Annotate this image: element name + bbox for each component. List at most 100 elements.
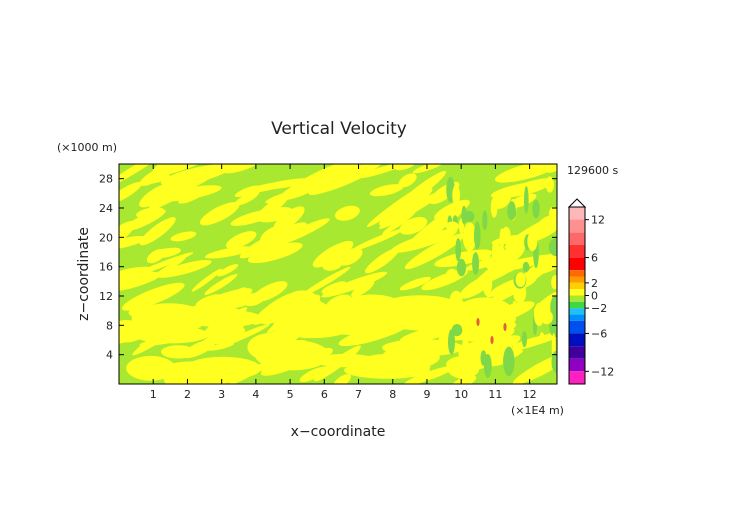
colorbar-tick-label: −2: [591, 302, 607, 315]
positive-velocity-region: [234, 185, 260, 197]
colorbar-band: [569, 371, 585, 384]
oscillation-region: [490, 197, 498, 218]
positive-velocity-region: [156, 259, 212, 278]
positive-velocity-region: [366, 311, 438, 324]
x-unit-label: (×1E4 m): [511, 404, 564, 417]
oscillation-region: [548, 206, 557, 221]
positive-velocity-region: [121, 282, 185, 311]
y-tick-label: 12: [99, 290, 113, 303]
colorbar-tick-label: 0: [591, 290, 598, 303]
colorbar-band: [569, 346, 585, 359]
positive-velocity-region: [239, 222, 307, 259]
positive-velocity-region: [170, 231, 197, 242]
oscillation-region: [532, 199, 540, 219]
y-tick-label: 16: [99, 261, 113, 274]
x-axis: 1 2 3 4 5 6 7 8 9 10 11 12: [150, 164, 537, 401]
colorbar-band: [569, 276, 585, 283]
oscillation-region: [481, 250, 491, 268]
positive-velocity-region: [299, 366, 328, 383]
positive-velocity-region: [119, 164, 164, 190]
x-tick-label: 10: [454, 388, 468, 401]
colorbar-band: [569, 358, 585, 372]
positive-velocity-region: [247, 242, 303, 264]
positive-velocity-region: [119, 220, 136, 247]
x-tick-label: 5: [287, 388, 294, 401]
oscillation-region: [452, 185, 460, 206]
x-tick-label: 11: [488, 388, 502, 401]
positive-velocity-region: [366, 183, 428, 228]
colorbar-tick-label: −6: [591, 327, 607, 340]
oscillation-region: [524, 186, 529, 214]
positive-velocity-region: [364, 248, 400, 274]
x-tick-label: 1: [150, 388, 157, 401]
oscillation-region: [445, 221, 459, 232]
oscillation-region: [521, 331, 528, 348]
positive-velocity-region: [434, 249, 493, 268]
positive-velocity-region: [191, 268, 222, 292]
oscillation-region: [451, 324, 463, 337]
positive-velocity-region: [256, 195, 289, 220]
positive-velocity-region: [490, 181, 550, 199]
positive-velocity-region: [234, 190, 260, 206]
positive-velocity-region: [139, 217, 176, 246]
oscillation-region: [455, 238, 462, 262]
positive-velocity-region: [119, 235, 148, 251]
oscillation-region: [527, 231, 538, 252]
colorbar-band: [569, 295, 585, 302]
plot-frame: [118, 163, 558, 385]
positive-velocity-region: [163, 365, 228, 384]
positive-velocity-region: [333, 374, 351, 384]
positive-velocity-region: [390, 229, 457, 253]
oscillation-region: [522, 261, 530, 273]
positive-velocity-region: [383, 295, 458, 316]
oscillation-region: [548, 238, 557, 256]
oscillation-region: [448, 329, 455, 355]
oscillation-region: [541, 310, 553, 325]
colorbar-band: [569, 282, 585, 290]
positive-velocity-region: [269, 218, 330, 248]
colorbar-band: [569, 219, 585, 233]
positive-velocity-region: [156, 185, 222, 202]
oscillation-region: [462, 222, 477, 252]
oscillation-region: [461, 205, 467, 225]
strong-updraft-spot: [490, 336, 494, 344]
x-tick-label: 2: [184, 388, 191, 401]
colorbar-band: [569, 289, 585, 296]
positive-velocity-region: [275, 298, 332, 326]
positive-velocity-region: [300, 266, 351, 297]
colorbar-band: [569, 308, 585, 315]
positive-velocity-region: [399, 216, 428, 235]
positive-velocity-region: [369, 184, 404, 197]
x-tick-label: 8: [389, 388, 396, 401]
y-tick-label: 4: [106, 349, 113, 362]
oscillation-region: [501, 226, 511, 243]
positive-velocity-region: [225, 231, 257, 249]
positive-velocity-region: [382, 339, 464, 357]
positive-velocity-region: [151, 164, 178, 177]
oscillation-region: [474, 221, 481, 250]
positive-velocity-region: [398, 173, 417, 188]
oscillation-region: [545, 176, 555, 193]
colorbar-band: [569, 270, 585, 277]
strong-updraft-spot: [503, 323, 507, 331]
positive-velocity-region: [334, 205, 360, 221]
oscillation-region: [489, 314, 498, 330]
oscillation-region: [472, 252, 480, 275]
y-unit-label: (×1000 m): [57, 141, 117, 154]
positive-velocity-region: [522, 237, 557, 279]
oscillation-region: [511, 300, 518, 318]
positive-velocity-region: [351, 228, 404, 251]
positive-velocity-region: [412, 164, 445, 174]
positive-velocity-region: [221, 291, 270, 310]
time-label: 129600 s: [567, 164, 618, 177]
oscillation-region: [482, 210, 488, 231]
positive-velocity-region: [160, 345, 196, 359]
positive-velocity-region: [119, 181, 142, 204]
oscillation-region: [539, 332, 545, 343]
positive-velocity-region: [126, 355, 176, 381]
positive-velocity-region: [217, 324, 270, 348]
colorbar-tick-label: −12: [591, 365, 614, 378]
positive-velocity-region: [199, 202, 240, 226]
colorbar-top-arrow: [567, 198, 587, 208]
